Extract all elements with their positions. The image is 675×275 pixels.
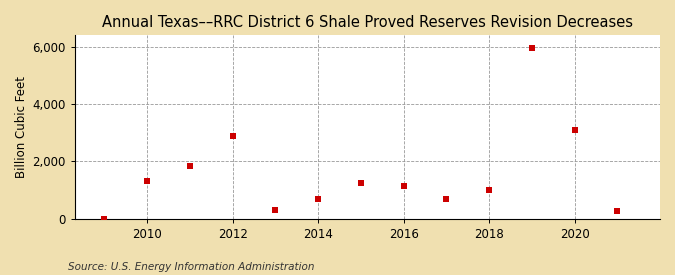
Point [398, 184, 409, 188]
Point [526, 46, 537, 50]
Point [99, 216, 110, 221]
Point [569, 128, 580, 132]
Point [227, 133, 238, 138]
Point [270, 208, 281, 212]
Point [142, 179, 153, 184]
Point [313, 196, 323, 201]
Y-axis label: Billion Cubic Feet: Billion Cubic Feet [15, 76, 28, 178]
Title: Annual Texas––RRC District 6 Shale Proved Reserves Revision Decreases: Annual Texas––RRC District 6 Shale Prove… [102, 15, 632, 30]
Text: Source: U.S. Energy Information Administration: Source: U.S. Energy Information Administ… [68, 262, 314, 272]
Point [484, 188, 495, 192]
Point [612, 208, 622, 213]
Point [441, 197, 452, 201]
Point [184, 164, 195, 168]
Point [356, 181, 367, 185]
